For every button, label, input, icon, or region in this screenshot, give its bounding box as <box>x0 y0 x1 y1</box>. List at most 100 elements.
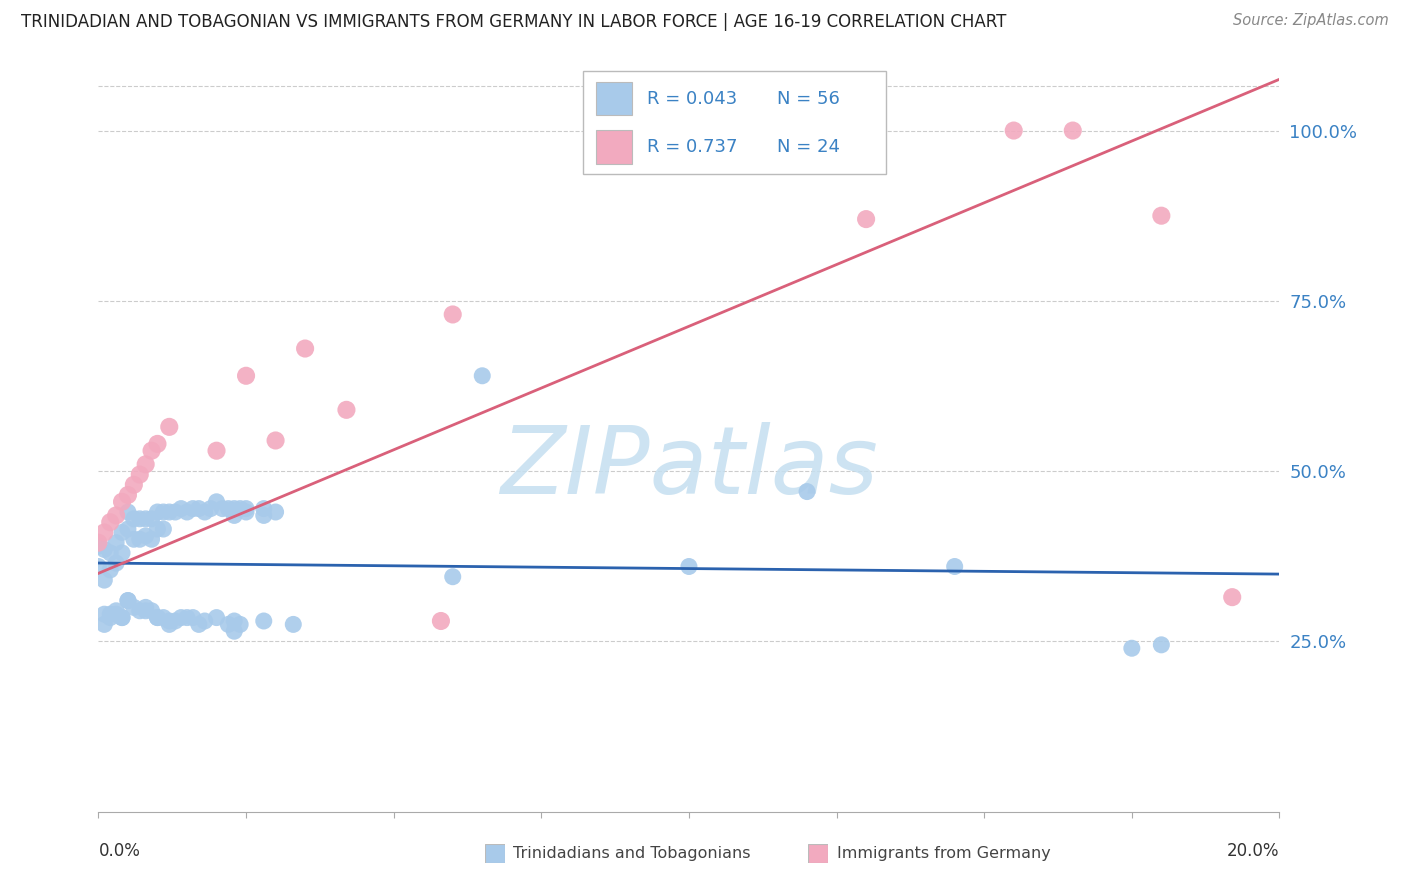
Point <box>235 368 257 383</box>
Point <box>93 573 115 587</box>
Point <box>335 402 357 417</box>
Point <box>264 505 287 519</box>
Point <box>157 420 180 434</box>
Point <box>122 477 145 491</box>
Point <box>217 617 239 632</box>
Point <box>229 617 252 632</box>
Point <box>146 610 169 624</box>
Point <box>135 529 157 543</box>
Point <box>1062 123 1084 137</box>
Text: 20.0%: 20.0% <box>1227 842 1279 860</box>
Point <box>205 443 228 458</box>
Point <box>146 610 169 624</box>
FancyBboxPatch shape <box>485 844 505 863</box>
Point <box>165 614 187 628</box>
Point <box>117 488 139 502</box>
Point <box>181 610 204 624</box>
Point <box>98 546 121 560</box>
Point <box>194 614 217 628</box>
Point <box>170 610 193 624</box>
Point <box>678 559 700 574</box>
Text: Immigrants from Germany: Immigrants from Germany <box>837 847 1050 861</box>
Point <box>200 501 222 516</box>
FancyBboxPatch shape <box>583 71 886 174</box>
Point <box>1150 638 1173 652</box>
Point <box>283 617 305 632</box>
Point <box>135 604 157 618</box>
Point <box>128 512 150 526</box>
Point <box>205 610 228 624</box>
Point <box>128 533 150 547</box>
Point <box>1150 209 1173 223</box>
Text: R = 0.043: R = 0.043 <box>647 89 737 108</box>
Point <box>117 593 139 607</box>
Point <box>157 505 180 519</box>
Point <box>117 522 139 536</box>
Point <box>211 501 233 516</box>
Point <box>217 501 239 516</box>
Point <box>157 614 180 628</box>
Point <box>98 607 121 622</box>
Point <box>87 559 110 574</box>
Text: ZIPatlas: ZIPatlas <box>501 422 877 513</box>
Point <box>105 508 128 523</box>
Point <box>87 539 110 553</box>
Point <box>165 505 187 519</box>
Point <box>187 617 209 632</box>
Point <box>122 512 145 526</box>
Point <box>1121 641 1143 656</box>
Point <box>141 512 163 526</box>
Point <box>111 546 134 560</box>
Point <box>111 525 134 540</box>
Point <box>264 434 287 448</box>
Point <box>170 501 193 516</box>
Point <box>98 563 121 577</box>
FancyBboxPatch shape <box>596 82 631 115</box>
Text: Source: ZipAtlas.com: Source: ZipAtlas.com <box>1233 13 1389 29</box>
Text: Trinidadians and Tobagonians: Trinidadians and Tobagonians <box>513 847 751 861</box>
Point <box>141 533 163 547</box>
Point <box>943 559 966 574</box>
Point <box>135 600 157 615</box>
Point <box>176 610 198 624</box>
Point <box>796 484 818 499</box>
Point <box>122 600 145 615</box>
Point <box>181 501 204 516</box>
Point <box>253 508 276 523</box>
Point <box>128 467 150 482</box>
Point <box>105 604 128 618</box>
Point <box>98 610 121 624</box>
Text: 0.0%: 0.0% <box>98 842 141 860</box>
Point <box>157 617 180 632</box>
Point <box>111 610 134 624</box>
Point <box>430 614 453 628</box>
Point <box>117 593 139 607</box>
Point <box>471 368 494 383</box>
Point <box>111 610 134 624</box>
Point <box>194 505 217 519</box>
Point <box>224 614 246 628</box>
Point <box>87 535 110 549</box>
Text: N = 24: N = 24 <box>778 137 839 156</box>
Point <box>146 437 169 451</box>
FancyBboxPatch shape <box>596 130 631 163</box>
Point <box>146 522 169 536</box>
Point <box>152 522 174 536</box>
Point <box>105 535 128 549</box>
Text: N = 56: N = 56 <box>778 89 839 108</box>
Text: R = 0.737: R = 0.737 <box>647 137 738 156</box>
Point <box>128 604 150 618</box>
Point <box>1220 590 1243 604</box>
Point <box>141 443 163 458</box>
Point <box>93 542 115 557</box>
Point <box>135 512 157 526</box>
Point <box>441 308 464 322</box>
Point <box>205 495 228 509</box>
Point <box>105 607 128 622</box>
Point <box>224 624 246 639</box>
Point <box>105 556 128 570</box>
Point <box>229 501 252 516</box>
Point <box>152 505 174 519</box>
Point <box>187 501 209 516</box>
Point <box>224 501 246 516</box>
